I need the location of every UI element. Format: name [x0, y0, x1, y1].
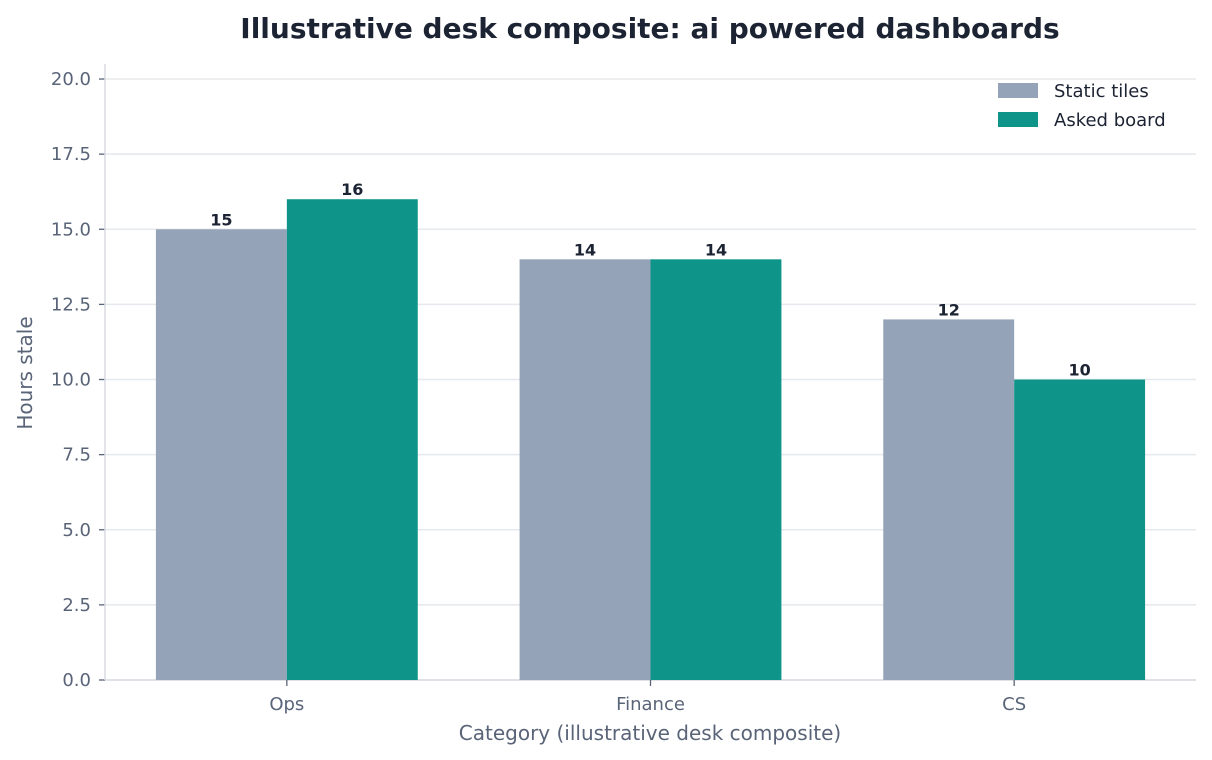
legend: Static tiles Asked board — [998, 81, 1166, 131]
legend-swatch — [998, 112, 1038, 127]
legend-label: Static tiles — [1054, 81, 1149, 102]
y-tick-label: 2.5 — [62, 595, 91, 616]
y-tick-label: 12.5 — [51, 294, 91, 315]
y-tick-label: 17.5 — [51, 144, 91, 165]
y-tick-label: 7.5 — [62, 445, 91, 466]
bars — [155, 199, 1146, 680]
x-tick-label: CS — [1002, 694, 1026, 715]
data-label: 12 — [938, 300, 960, 319]
bar — [650, 259, 782, 680]
bar — [883, 319, 1015, 680]
x-axis-label: Category (illustrative desk composite) — [459, 721, 841, 745]
data-label: 16 — [341, 180, 363, 199]
y-tick-label: 20.0 — [51, 69, 91, 90]
data-label: 14 — [705, 240, 727, 259]
y-tick-label: 10.0 — [51, 370, 91, 391]
legend-label: Asked board — [1054, 110, 1166, 131]
data-label: 14 — [574, 240, 596, 259]
bar — [286, 199, 418, 680]
y-tick-label: 15.0 — [51, 219, 91, 240]
y-tick-label: 0.0 — [62, 670, 91, 691]
bar — [1014, 379, 1146, 680]
x-tick-label: Ops — [269, 694, 304, 715]
legend-swatch — [998, 83, 1038, 98]
chart-title: Illustrative desk composite: ai powered … — [240, 12, 1059, 45]
axes: 0.0 2.5 5.0 7.5 10.0 12.5 15.0 17.5 20.0 Ops Finan… — [51, 64, 1196, 715]
bar — [519, 259, 651, 680]
data-label: 10 — [1068, 361, 1090, 380]
y-axis-label: Hours stale — [13, 316, 37, 429]
y-tick-label: 5.0 — [62, 520, 91, 541]
data-labels: 15 16 14 14 12 10 — [210, 180, 1091, 379]
bar — [155, 229, 287, 680]
x-tick-label: Finance — [616, 694, 685, 715]
data-label: 15 — [210, 210, 232, 229]
